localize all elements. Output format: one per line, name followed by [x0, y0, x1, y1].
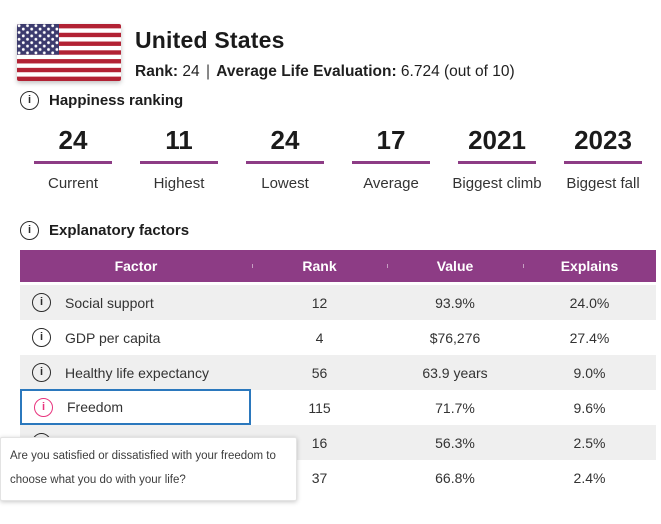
info-icon[interactable]: i	[32, 363, 51, 382]
explains-cell: 2.5%	[573, 434, 606, 451]
stat-underline	[458, 160, 536, 165]
happiness-stats-row: 24 Current 11 Highest 24 Lowest 17 Avera…	[20, 125, 656, 197]
stat-label: Highest	[153, 175, 205, 193]
stat-current: 24 Current	[20, 125, 126, 197]
explains-cell: 24.0%	[569, 294, 610, 311]
rank-cell: 4	[315, 329, 324, 346]
table-row-social-support: i Social support 12 93.9% 24.0%	[20, 285, 656, 320]
stat-underline	[246, 160, 324, 165]
explains-cell: 9.0%	[573, 364, 606, 381]
divider: |	[205, 63, 210, 80]
stat-label: Biggest climb	[452, 175, 542, 193]
factor-label: Social support	[65, 294, 154, 311]
factor-label: Healthy life expectancy	[65, 364, 209, 381]
freedom-factor-focused-cell[interactable]: i Freedom	[20, 389, 251, 425]
column-header-rank[interactable]: Rank	[252, 258, 387, 274]
value-cell: 66.8%	[435, 469, 475, 486]
rank-cell: 56	[311, 364, 328, 381]
table-body: i Social support 12 93.9% 24.0% i GDP pe…	[20, 285, 656, 495]
value-cell: 93.9%	[435, 294, 475, 311]
explains-cell: 2.4%	[573, 469, 606, 486]
stat-value: 2021	[468, 125, 526, 155]
stat-underline	[140, 160, 218, 165]
tooltip-text-line2: choose what you do with your life?	[10, 473, 186, 486]
info-icon[interactable]: i	[20, 91, 39, 110]
happiness-ranking-section: i Happiness ranking	[20, 91, 183, 110]
info-icon[interactable]: i	[32, 328, 51, 347]
explanatory-factors-section: i Explanatory factors	[20, 221, 189, 240]
stat-underline	[564, 160, 642, 165]
info-icon[interactable]: i	[32, 293, 51, 312]
table-row-gdp: i GDP per capita 4 $76,276 27.4%	[20, 320, 656, 355]
stat-label: Current	[47, 175, 99, 193]
table-row-life-expectancy: i Healthy life expectancy 56 63.9 years …	[20, 355, 656, 390]
rank-summary: Rank: 24 | Average Life Evaluation: 6.72…	[135, 63, 515, 81]
stat-average: 17 Average	[338, 125, 444, 197]
life-eval-label: Average Life Evaluation:	[216, 63, 397, 80]
freedom-tooltip: Are you satisfied or dissatisfied with y…	[0, 437, 297, 502]
rank-cell: 16	[311, 434, 328, 451]
info-icon-active[interactable]: i	[34, 397, 53, 417]
rank-label: Rank:	[135, 63, 179, 80]
value-cell: 71.7%	[435, 399, 475, 416]
stat-biggest-climb: 2021 Biggest climb	[444, 125, 550, 197]
stat-value: 17	[376, 125, 406, 155]
factors-table: Factor Rank Value Explains i Social supp…	[20, 250, 656, 495]
stat-underline	[352, 160, 430, 165]
stat-value: 11	[165, 125, 193, 155]
stat-value: 2023	[574, 125, 632, 155]
value-cell: 63.9 years	[422, 364, 488, 381]
factor-label: GDP per capita	[65, 329, 161, 346]
us-flag-icon	[17, 24, 121, 81]
explains-cell: 9.6%	[573, 399, 606, 416]
column-header-value[interactable]: Value	[387, 258, 523, 274]
column-header-explains[interactable]: Explains	[523, 258, 656, 274]
stat-biggest-fall: 2023 Biggest fall	[550, 125, 656, 197]
stat-underline	[34, 160, 112, 165]
column-header-factor[interactable]: Factor	[114, 258, 158, 274]
value-cell: $76,276	[429, 329, 481, 346]
value-cell: 56.3%	[435, 434, 475, 451]
section-title: Happiness ranking	[49, 92, 184, 109]
life-eval-value: 6.724 (out of 10)	[400, 63, 515, 80]
stat-label: Lowest	[261, 175, 309, 193]
tooltip-text-line1: Are you satisfied or dissatisfied with y…	[10, 450, 276, 462]
stat-value: 24	[270, 125, 300, 155]
explains-cell: 27.4%	[569, 329, 610, 346]
rank-cell: 115	[308, 399, 331, 416]
section-title: Explanatory factors	[49, 222, 190, 239]
table-header: Factor Rank Value Explains	[20, 250, 656, 282]
rank-cell: 12	[311, 294, 328, 311]
stat-label: Biggest fall	[566, 175, 640, 193]
stat-lowest: 24 Lowest	[232, 125, 338, 197]
rank-value: 24	[182, 63, 200, 80]
stat-label: Average	[363, 175, 419, 193]
stat-value: 24	[58, 125, 88, 155]
stat-highest: 11 Highest	[126, 125, 232, 197]
rank-cell: 37	[311, 469, 328, 486]
page-title: United States	[135, 27, 285, 53]
info-icon[interactable]: i	[20, 221, 39, 240]
table-row-freedom: i Freedom 115 71.7% 9.6%	[20, 389, 656, 425]
factor-label: Freedom	[67, 399, 124, 415]
